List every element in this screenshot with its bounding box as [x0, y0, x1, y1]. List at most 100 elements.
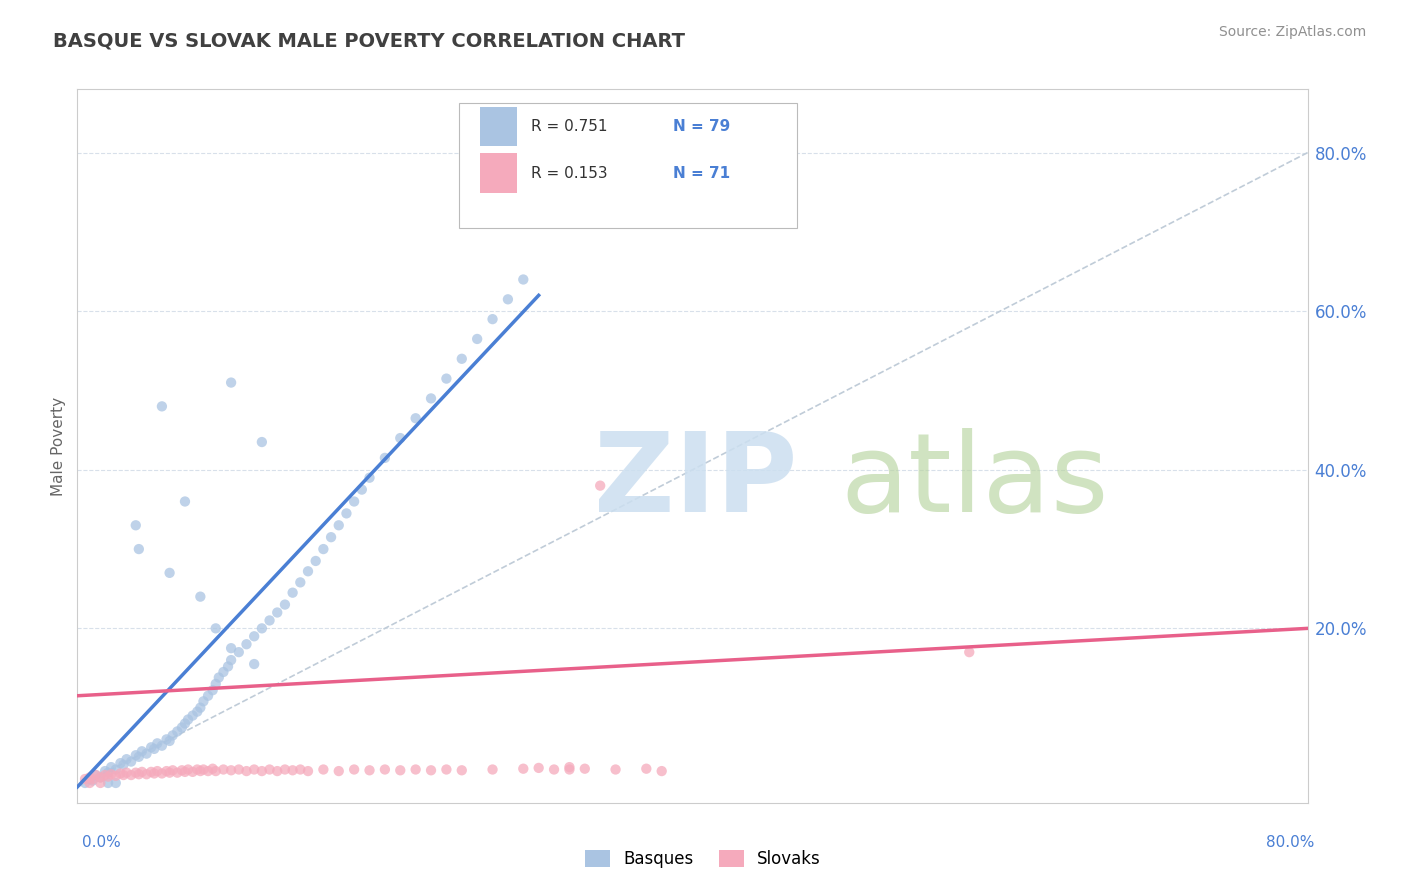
Point [420, 764, 443, 778]
Point [79, 771, 101, 785]
Text: R = 0.751: R = 0.751 [531, 120, 607, 134]
Point [343, 494, 366, 508]
Point [235, 764, 257, 778]
Point [259, 614, 281, 628]
Point [496, 293, 519, 307]
Point [305, 554, 328, 568]
Point [197, 689, 219, 703]
Point [84, 768, 107, 782]
Point [204, 677, 226, 691]
Point [281, 585, 304, 599]
Point [128, 542, 150, 557]
Point [82, 772, 104, 786]
Point [104, 763, 127, 777]
Point [84, 768, 107, 782]
Point [89, 771, 111, 785]
Point [228, 645, 250, 659]
Point [135, 767, 157, 781]
Point [100, 760, 122, 774]
Point [217, 659, 239, 673]
Point [212, 763, 235, 777]
Point [405, 411, 427, 425]
Point [328, 764, 350, 778]
Text: Source: ZipAtlas.com: Source: ZipAtlas.com [1219, 25, 1367, 39]
Point [319, 530, 342, 544]
Point [97, 770, 120, 784]
Point [125, 748, 148, 763]
Point [146, 764, 169, 778]
Point [335, 507, 357, 521]
Point [405, 763, 427, 777]
Point [131, 744, 153, 758]
Point [389, 764, 412, 778]
Point [219, 641, 242, 656]
Point [100, 767, 122, 781]
Point [450, 764, 472, 778]
Point [243, 763, 266, 777]
Point [219, 764, 242, 778]
Point [79, 776, 101, 790]
Point [115, 752, 138, 766]
Point [259, 763, 281, 777]
Text: BASQUE VS SLOVAK MALE POVERTY CORRELATION CHART: BASQUE VS SLOVAK MALE POVERTY CORRELATIO… [53, 31, 686, 50]
Point [112, 768, 135, 782]
Point [166, 765, 188, 780]
Point [274, 763, 297, 777]
Point [512, 272, 534, 286]
Point [188, 764, 212, 778]
Point [150, 739, 173, 753]
Point [188, 700, 212, 714]
Point [110, 766, 132, 780]
Point [131, 764, 153, 779]
Point [250, 621, 273, 635]
Point [389, 431, 412, 445]
Point [159, 765, 181, 780]
Point [204, 621, 226, 635]
FancyBboxPatch shape [479, 107, 516, 146]
Point [125, 765, 148, 780]
Point [115, 765, 138, 780]
Point [243, 629, 266, 643]
Point [350, 483, 373, 497]
Point [73, 772, 96, 786]
Point [250, 764, 273, 778]
Point [343, 763, 366, 777]
Point [589, 478, 612, 492]
Text: N = 71: N = 71 [673, 166, 730, 180]
Point [104, 776, 127, 790]
Point [219, 653, 242, 667]
Point [266, 764, 288, 778]
Point [436, 371, 458, 385]
Point [82, 773, 104, 788]
Text: 80.0%: 80.0% [1267, 836, 1315, 850]
Point [651, 764, 673, 778]
Point [543, 763, 565, 777]
Point [186, 763, 208, 777]
Point [481, 312, 503, 326]
Point [89, 776, 111, 790]
Point [297, 564, 319, 578]
Point [450, 351, 472, 366]
Point [162, 764, 184, 778]
Point [150, 400, 173, 414]
Point [208, 671, 231, 685]
Point [150, 766, 173, 780]
Point [420, 392, 443, 406]
Point [197, 764, 219, 778]
Point [957, 645, 980, 659]
Point [201, 762, 224, 776]
Point [436, 763, 458, 777]
Point [219, 376, 242, 390]
Point [201, 683, 224, 698]
Point [374, 763, 396, 777]
Point [155, 764, 177, 778]
Point [212, 665, 235, 679]
Point [73, 776, 96, 790]
Point [312, 763, 335, 777]
Point [89, 771, 111, 785]
Point [143, 742, 166, 756]
Point [181, 708, 204, 723]
Point [94, 768, 117, 782]
Point [104, 769, 127, 783]
Point [266, 606, 288, 620]
